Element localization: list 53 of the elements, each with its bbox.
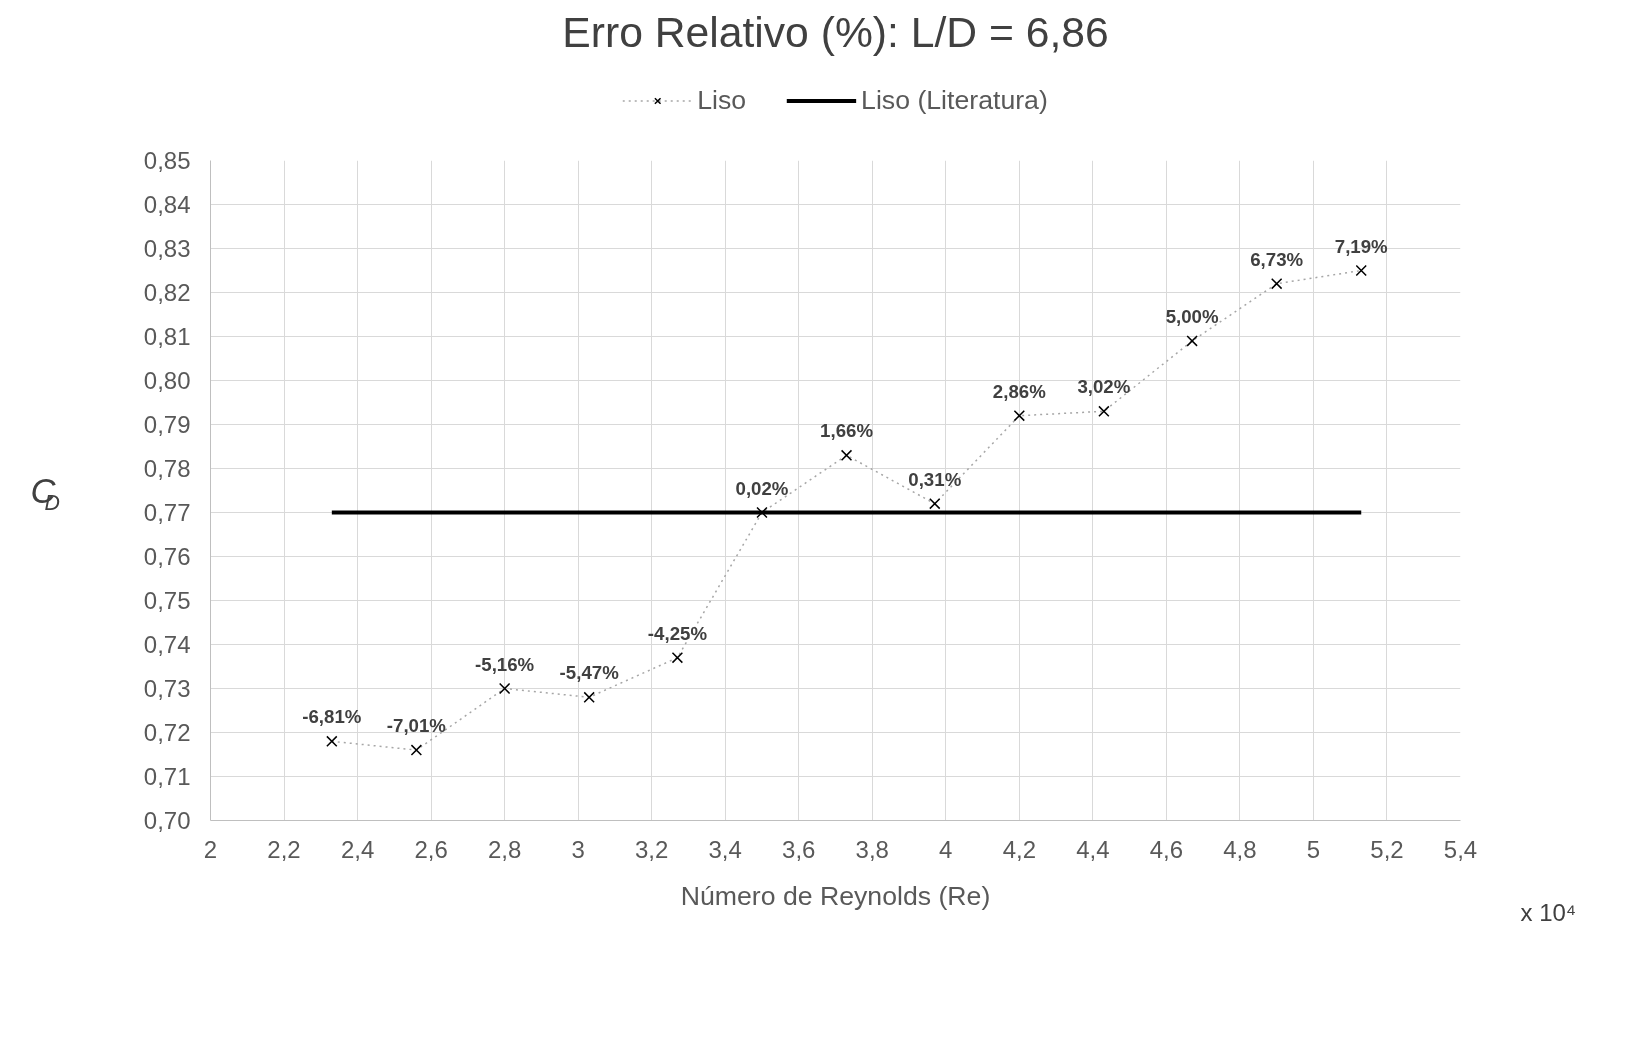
y-tick-label: 0,75: [143, 587, 191, 614]
x-tick-label: 2: [203, 835, 218, 863]
x-tick-label: 4,2: [1002, 835, 1037, 863]
annotation: -5,16%: [475, 653, 535, 675]
y-tick-label: 0,71: [143, 763, 191, 790]
annotation: -6,81%: [302, 706, 362, 728]
y-tick-label: 0,73: [143, 675, 191, 702]
x-tick-label: 5: [1306, 835, 1321, 863]
legend-label: Liso (Literatura): [861, 84, 1048, 116]
x-tick-label: 2,4: [340, 835, 375, 863]
annotation: 5,00%: [1165, 305, 1219, 327]
annotation: 3,02%: [1077, 376, 1131, 398]
x-tick-label: 2,2: [267, 835, 301, 863]
legend-label: Liso: [697, 84, 747, 116]
annotation: 7,19%: [1334, 235, 1389, 257]
y-tick-label: 0,81: [143, 323, 191, 350]
y-tick-label: 0,74: [143, 631, 191, 658]
x-tick-label: 2,6: [414, 835, 448, 863]
x-tick-label: 3,8: [855, 835, 889, 863]
y-tick-label: 0,85: [143, 147, 191, 174]
annotation: 1,66%: [820, 420, 874, 442]
x-axis-title: Número de Reynolds (Re): [680, 880, 991, 911]
y-tick-label: 0,78: [143, 455, 191, 482]
x-tick-label: 3,4: [708, 835, 742, 863]
y-tick-label: 0,77: [143, 499, 191, 526]
y-tick-label: 0,72: [143, 719, 191, 746]
x-tick-label: 3: [571, 835, 585, 863]
y-tick-label: 0,83: [143, 235, 191, 262]
y-axis-title: CD: [30, 471, 60, 515]
y-tick-label: 0,84: [143, 191, 191, 218]
annotation: 0,02%: [735, 477, 789, 499]
annotation: -7,01%: [386, 715, 447, 737]
x-tick-label: 4,8: [1223, 835, 1257, 863]
x-tick-label: 4,6: [1149, 835, 1184, 863]
annotation: 6,73%: [1250, 248, 1304, 270]
y-tick-label: 0,82: [143, 279, 191, 306]
x-tick-label: 3,2: [634, 835, 669, 863]
x-tick-label: 2,8: [487, 835, 522, 863]
text: x 10⁴: [1520, 898, 1577, 926]
y-tick-label: 0,76: [143, 543, 191, 570]
x-tick-label: 4,4: [1076, 835, 1110, 863]
x-tick-label: 5,4: [1443, 835, 1478, 863]
y-tick-label: 0,80: [143, 367, 191, 394]
x-tick-label: 3,6: [782, 835, 816, 863]
y-tick-label: 0,70: [143, 807, 191, 834]
x-tick-label: 4: [939, 835, 953, 863]
annotation: 2,86%: [992, 380, 1047, 402]
chart-title: Erro Relativo (%): L/D = 6,86: [562, 7, 1109, 56]
annotation: -4,25%: [647, 622, 708, 644]
annotation: 0,31%: [908, 468, 962, 490]
y-tick-label: 0,79: [143, 411, 191, 438]
x-tick-label: 5,2: [1370, 835, 1404, 863]
annotation: -5,47%: [559, 662, 620, 684]
